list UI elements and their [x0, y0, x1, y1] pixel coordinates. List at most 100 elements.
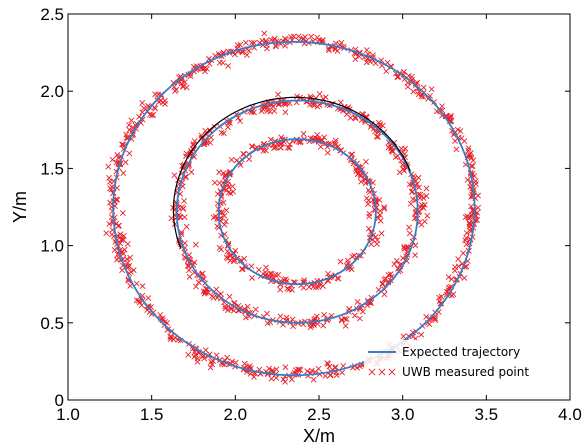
x-tick-label: 4.0 [558, 405, 582, 424]
x-tick-label: 1.0 [56, 405, 80, 424]
measured-point [249, 143, 256, 150]
measured-point [381, 205, 388, 212]
measured-point [445, 284, 452, 291]
measured-point [114, 256, 120, 263]
measured-point [306, 284, 312, 291]
measured-point [439, 103, 445, 110]
measured-point [148, 112, 155, 119]
measured-point [317, 143, 324, 150]
measured-point [401, 167, 408, 174]
measured-point [277, 313, 284, 320]
measured-point [290, 33, 297, 40]
measured-point [428, 86, 435, 93]
measured-point [463, 241, 470, 248]
measured-point [354, 299, 361, 305]
measured-point [199, 65, 206, 72]
measured-point [432, 317, 439, 324]
measured-point [282, 101, 289, 108]
measured-point [171, 172, 178, 179]
measured-point [316, 91, 323, 97]
measured-point [178, 80, 185, 87]
measured-point [208, 358, 215, 365]
measured-point [185, 351, 192, 358]
black-trajectory-segment [172, 96, 411, 249]
measured-point [450, 291, 457, 298]
measured-point [246, 156, 252, 163]
measured-point [238, 266, 245, 273]
measured-point [119, 210, 126, 216]
measured-point [115, 223, 122, 229]
legend-marker [368, 368, 376, 376]
measured-point [133, 280, 140, 287]
measured-point [152, 105, 159, 112]
measured-point [188, 169, 195, 176]
measured-point [377, 211, 384, 218]
measured-point [231, 51, 238, 58]
measured-point [286, 141, 293, 148]
measured-point [333, 372, 340, 379]
measured-point [227, 190, 234, 197]
measured-point [391, 261, 398, 268]
measured-point [366, 210, 373, 217]
measured-point [412, 252, 419, 259]
measured-point [381, 276, 388, 283]
x-tick-label: 2.5 [307, 405, 331, 424]
measured-point [400, 333, 407, 340]
measured-point [109, 156, 116, 163]
measured-point [219, 59, 226, 66]
x-tick-label: 1.5 [140, 405, 164, 424]
x-axis-label: X/m [303, 426, 335, 446]
measured-point [266, 365, 273, 372]
measured-point [337, 258, 344, 265]
measured-point [363, 47, 370, 53]
measured-point [117, 234, 123, 241]
measured-point [315, 365, 322, 372]
measured-point [249, 274, 255, 281]
measured-point [321, 134, 328, 141]
measured-point [223, 207, 230, 214]
measured-point [262, 269, 269, 276]
measured-point [357, 173, 364, 180]
measured-point [193, 283, 199, 290]
measured-point [383, 68, 390, 75]
measured-point [400, 166, 407, 172]
measured-point [406, 224, 412, 231]
measured-point [343, 316, 350, 323]
measured-point [407, 200, 414, 207]
measured-point [295, 138, 302, 145]
measured-point [300, 284, 307, 291]
measured-point [372, 128, 379, 135]
measured-point [228, 156, 235, 163]
measured-point [332, 46, 339, 53]
measured-point [145, 295, 152, 301]
plot-area [103, 30, 482, 385]
measured-point [202, 347, 209, 354]
measured-point [310, 376, 317, 383]
measured-point [313, 95, 319, 102]
measured-point [359, 308, 366, 315]
measured-point [452, 264, 459, 271]
measured-point [353, 168, 360, 174]
measured-point [210, 214, 217, 221]
measured-point [290, 323, 297, 330]
measured-point [184, 263, 191, 269]
measured-point [150, 112, 157, 118]
legend-marker [388, 368, 396, 376]
measured-point [379, 122, 386, 129]
measured-point [406, 230, 413, 237]
measured-point [280, 376, 287, 383]
measured-point [247, 370, 254, 377]
measured-point [286, 286, 292, 293]
measured-point [438, 293, 445, 300]
measured-point [161, 97, 168, 104]
measured-point [373, 133, 380, 140]
measured-point [324, 149, 331, 156]
measured-point [281, 35, 288, 42]
measured-point [304, 368, 311, 375]
measured-point [423, 313, 430, 320]
measured-point [120, 170, 127, 177]
measured-point [342, 322, 349, 329]
measured-point [213, 352, 220, 359]
measured-point [259, 37, 266, 44]
measured-point [402, 145, 409, 152]
